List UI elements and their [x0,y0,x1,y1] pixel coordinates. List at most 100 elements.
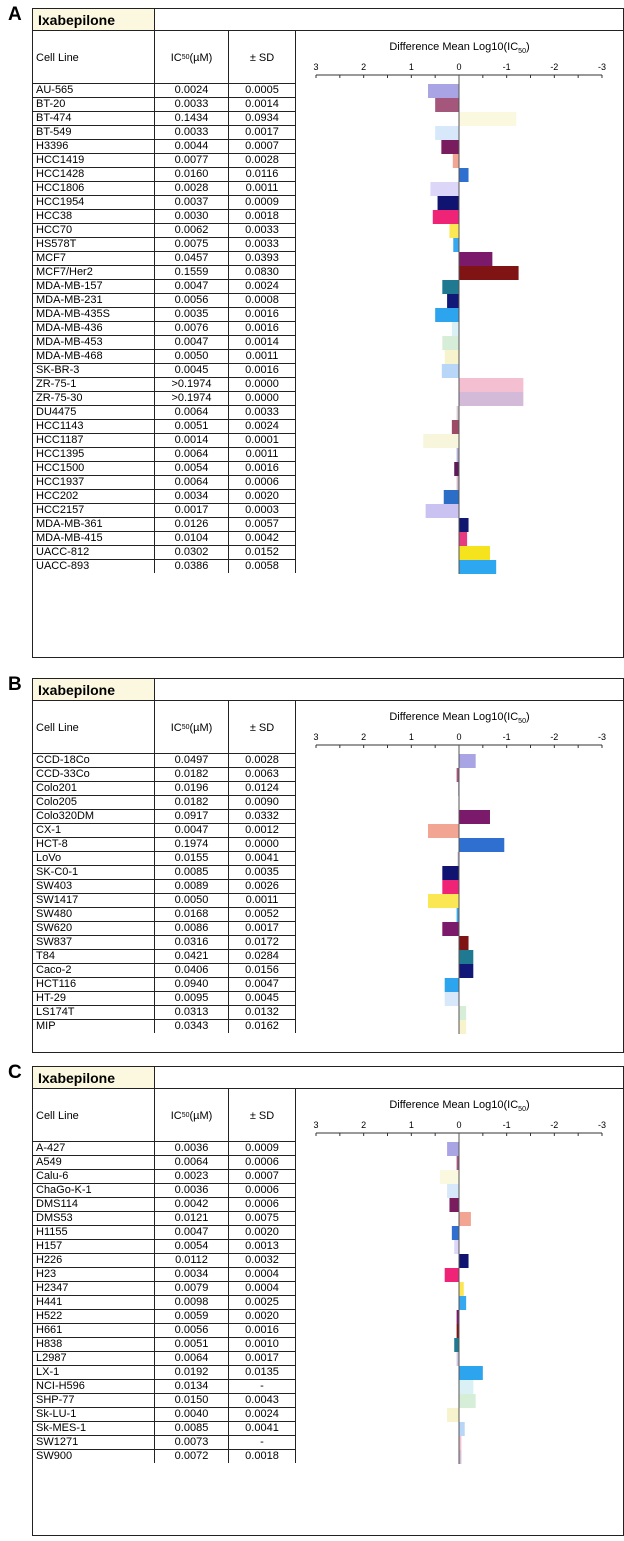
ic50-value: 0.0089 [155,880,229,893]
table-row: SW837 0.0316 0.0172 [33,935,296,949]
bar-H838 [454,1338,459,1352]
bar-HCC1954 [437,196,459,210]
ic50-value: 0.0047 [155,280,229,293]
cell-line-name: MDA-MB-415 [33,532,155,545]
sd-value: 0.0025 [229,1296,296,1309]
ic50-value: 0.0036 [155,1184,229,1197]
bar-SW480 [456,908,459,922]
sd-value: 0.0934 [229,112,296,125]
table-row: SW620 0.0086 0.0017 [33,921,296,935]
bar-SW1271 [459,1436,462,1450]
table-row: MDA-MB-415 0.0104 0.0042 [33,531,296,545]
table-row: CCD-18Co 0.0497 0.0028 [33,753,296,767]
sd-value: 0.0007 [229,1170,296,1183]
bar-H23 [444,1268,459,1282]
chart-title: Difference Mean Log10(IC50) [389,1099,530,1114]
table-row: ChaGo-K-1 0.0036 0.0006 [33,1183,296,1197]
sd-value: 0.0000 [229,838,296,851]
cell-line-name: Colo201 [33,782,155,795]
cell-line-name: BT-20 [33,98,155,111]
ic50-value: 0.0079 [155,1282,229,1295]
sd-value: 0.0009 [229,196,296,209]
table-row: MDA-MB-468 0.0050 0.0011 [33,349,296,363]
chart-svg: 3 2 1 0 -1 -2 -3 [313,732,606,1034]
bar-HCC38 [432,210,459,224]
chart-svg: 3 2 1 0 -1 -2 -3 [313,1120,606,1464]
sd-value: 0.0011 [229,182,296,195]
sd-value: 0.0014 [229,336,296,349]
table-row: UACC-893 0.0386 0.0058 [33,559,296,573]
bar-CX-1 [428,824,459,838]
cell-line-name: H1155 [33,1226,155,1239]
cell-line-name: A549 [33,1156,155,1169]
table-row: HT-29 0.0095 0.0045 [33,991,296,1005]
panel-label: A [8,4,22,25]
sd-value: 0.0156 [229,964,296,977]
ic50-value: 0.0033 [155,126,229,139]
tick-label: -1 [503,732,511,742]
header-cell-line: Cell Line [33,1089,155,1142]
ic50-value: 0.0098 [155,1296,229,1309]
bar-SW403 [442,880,459,894]
table-row: SW1271 0.0073- [33,1435,296,1449]
cell-line-name: T84 [33,950,155,963]
ic50-value: 0.0045 [155,364,229,377]
ic50-value: 0.0034 [155,490,229,503]
table-row: HCC1937 0.0064 0.0006 [33,475,296,489]
sd-value: 0.0393 [229,252,296,265]
cell-line-name: HT-29 [33,992,155,1005]
bar-HCC2157 [425,504,459,518]
bar-H3396 [441,140,459,154]
bar-SW620 [442,922,459,936]
cell-line-name: SW403 [33,880,155,893]
ic50-value: 0.0059 [155,1310,229,1323]
table-row: SK-C0-1 0.0085 0.0035 [33,865,296,879]
sd-value: 0.0003 [229,504,296,517]
sd-value: 0.0011 [229,350,296,363]
data-table: Ixabepilone Cell Line IC 50 (µM) ± SD AU-5… [32,8,624,658]
table-row: CX-1 0.0047 0.0012 [33,823,296,837]
ic50-value: 0.0047 [155,824,229,837]
bar-Sk-LU-1 [447,1408,459,1422]
ic50-value: 0.0050 [155,350,229,363]
bar-MDA-MB-468 [444,350,459,364]
sd-value: 0.0052 [229,908,296,921]
table-row: SW900 0.0072 0.0018 [33,1449,296,1463]
header-ic50: IC 50 (µM) [155,31,229,84]
bar-MDA-MB-231 [447,294,459,308]
tick-label: -1 [503,62,511,72]
sd-value: 0.0006 [229,1184,296,1197]
cell-line-name: MDA-MB-468 [33,350,155,363]
cell-line-name: SK-BR-3 [33,364,155,377]
tick-label: 0 [456,732,461,742]
cell-line-name: UACC-893 [33,560,155,573]
ic50-value: 0.0126 [155,518,229,531]
bar-chart: Difference Mean Log10(IC50) 3 2 1 0 -1 -2 -3 [296,30,623,659]
table-row: BT-549 0.0033 0.0017 [33,125,296,139]
ic50-value: 0.0064 [155,448,229,461]
cell-line-name: HCC1937 [33,476,155,489]
sd-value: 0.0116 [229,168,296,181]
bar-HCC1187 [423,434,459,448]
ic50-value: 0.0064 [155,406,229,419]
bar-HS578T [453,238,459,252]
cell-line-name: H838 [33,1338,155,1351]
sd-value: 0.0013 [229,1240,296,1253]
tick-label: -1 [503,1120,511,1130]
ic50-value: 0.0054 [155,462,229,475]
bar-LS174T [459,1006,467,1020]
tick-label: 1 [409,62,414,72]
cell-line-name: SK-C0-1 [33,866,155,879]
cell-line-name: H157 [33,1240,155,1253]
bar-MDA-MB-361 [459,518,469,532]
sd-value: 0.0124 [229,782,296,795]
ic50-value: 0.0014 [155,434,229,447]
tick-label: -3 [598,62,606,72]
ic50-value: >0.1974 [155,392,229,405]
sd-value: 0.0063 [229,768,296,781]
tick-label: 2 [361,732,366,742]
ic50-value: 0.0064 [155,476,229,489]
sd-value: 0.0028 [229,154,296,167]
bar-MDA-MB-415 [459,532,468,546]
bar-HCC202 [443,490,459,504]
